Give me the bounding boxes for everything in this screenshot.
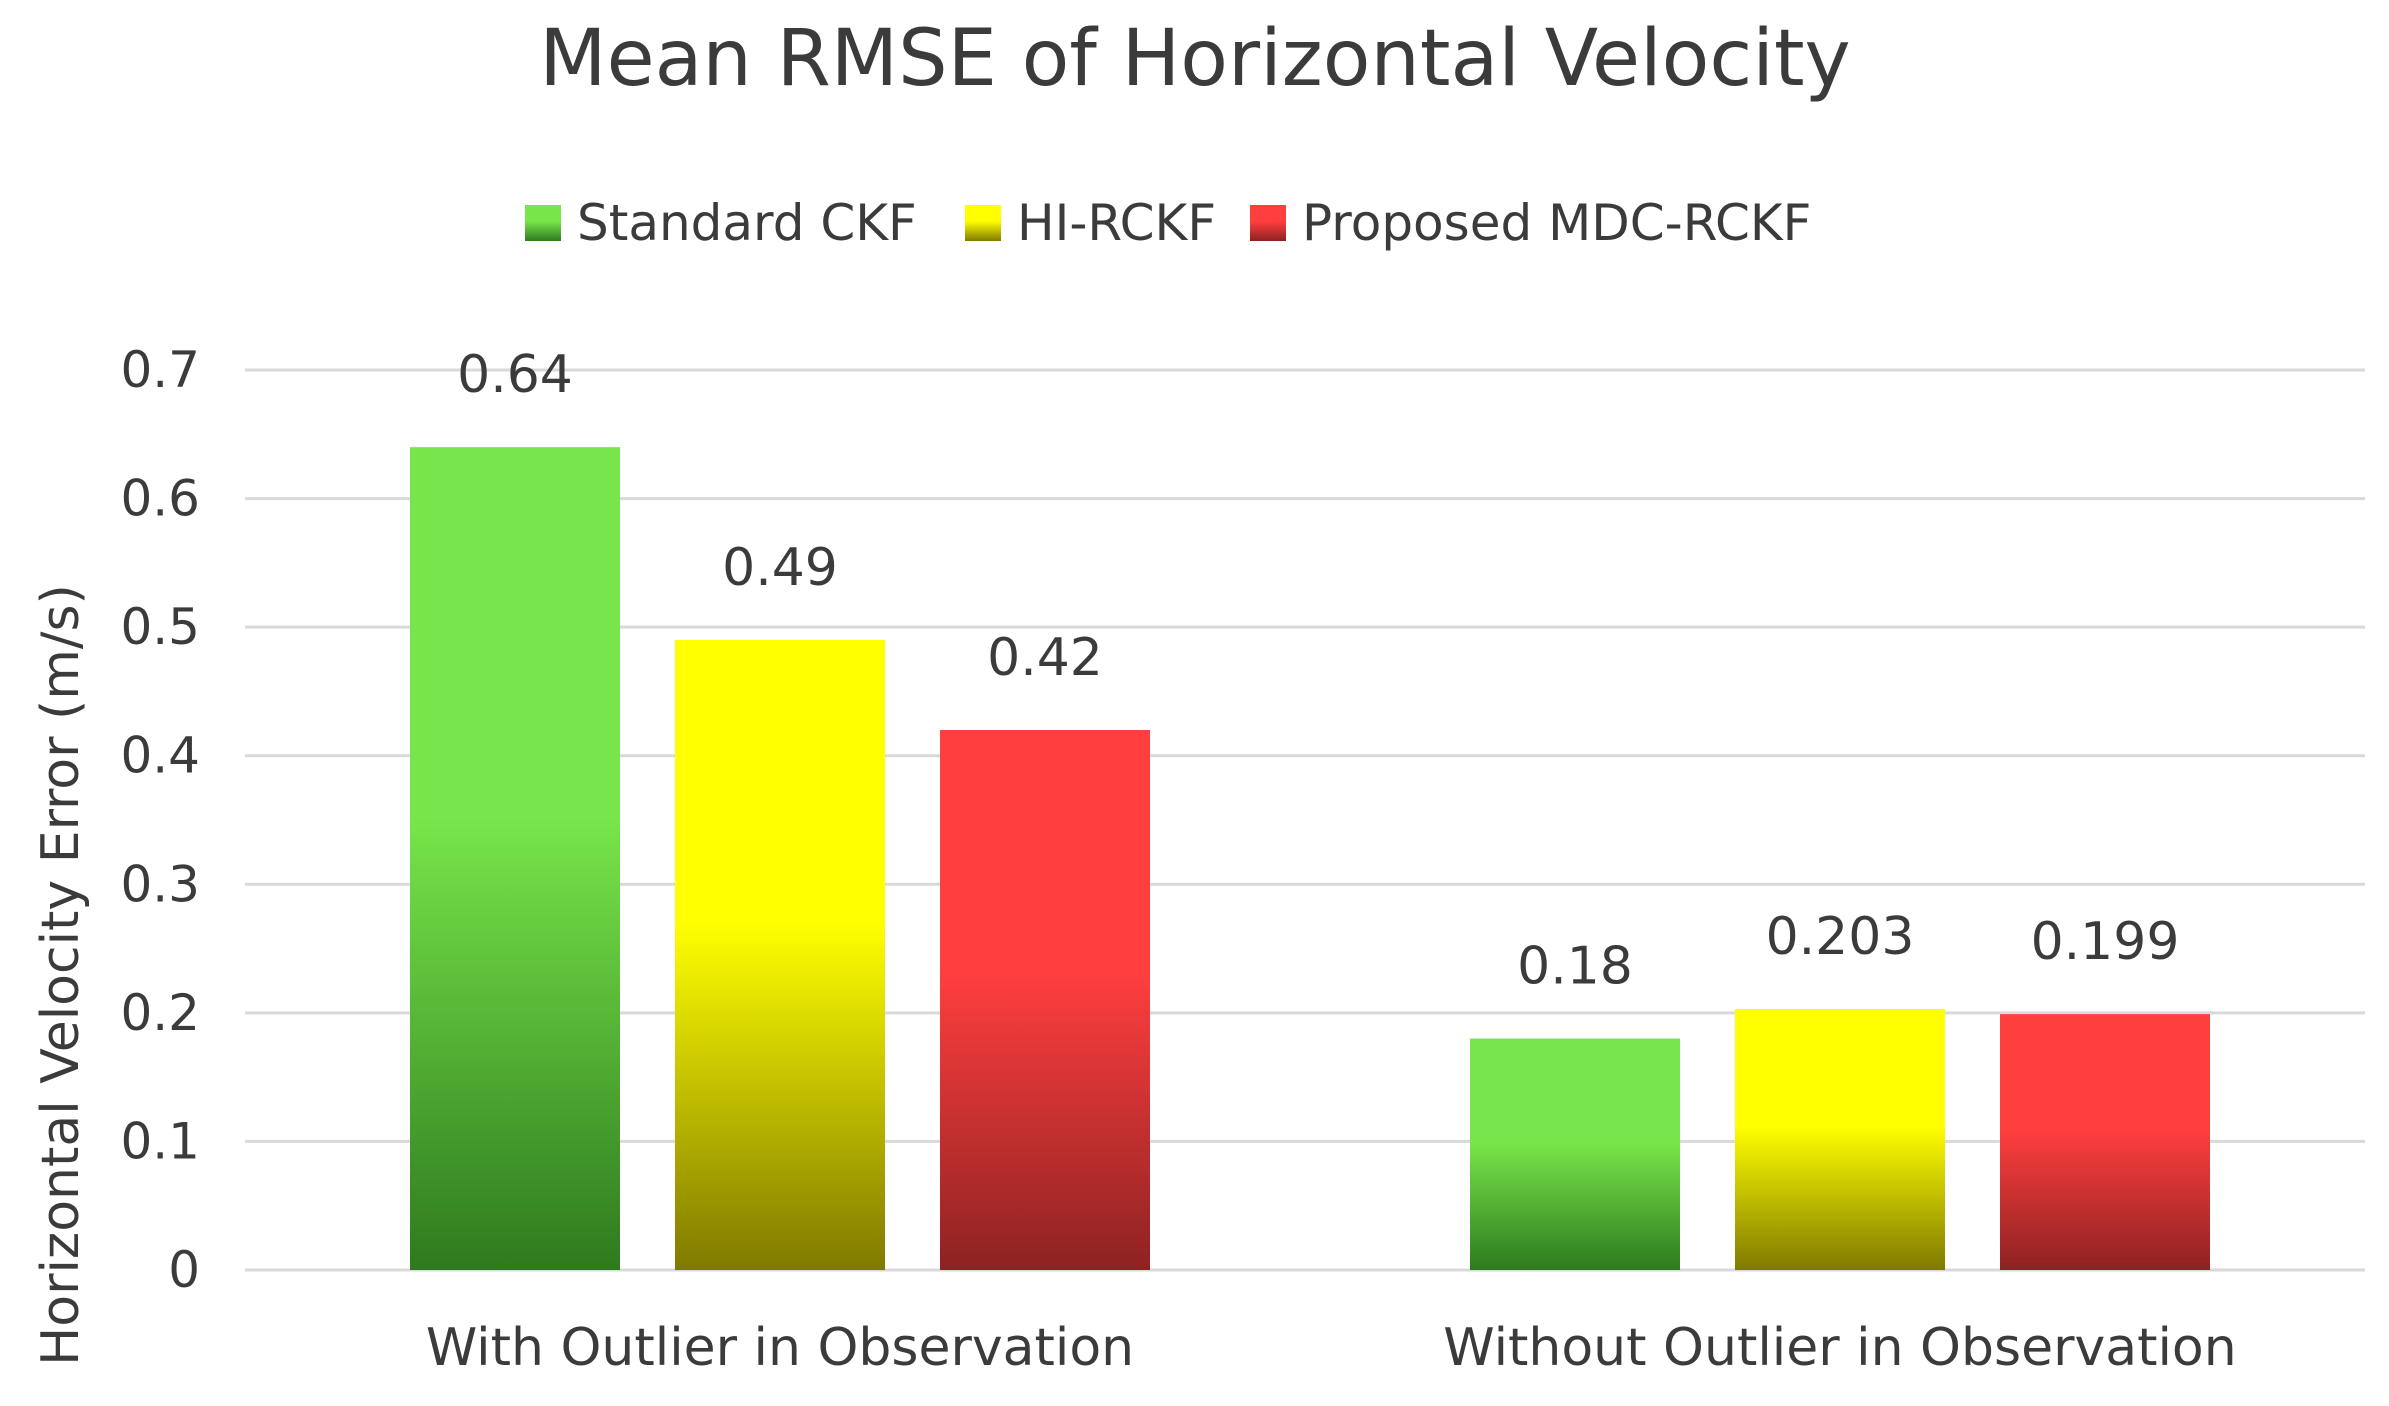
data-label: 0.199	[2031, 912, 2180, 972]
bars	[410, 447, 2210, 1271]
chart-title: Mean RMSE of Horizontal Velocity	[539, 14, 1850, 104]
y-tick-label: 0.5	[120, 598, 200, 656]
y-tick-label: 0	[168, 1241, 200, 1299]
y-axis-title: Horizontal Velocity Error (m/s)	[31, 584, 91, 1366]
x-category-label: Without Outlier in Observation	[1443, 1318, 2236, 1378]
legend-swatch-3	[1250, 205, 1286, 241]
y-axis-ticks: 0 0.1 0.2 0.3 0.4 0.5 0.6 0.7	[120, 341, 200, 1299]
bar-3-category-2	[2000, 1014, 2210, 1270]
y-tick-label: 0.7	[120, 341, 200, 399]
bar-1-category-2	[1470, 1038, 1680, 1270]
y-tick-label: 0.2	[120, 984, 200, 1042]
x-category-label: With Outlier in Observation	[426, 1318, 1134, 1378]
legend-label-1: Standard CKF	[577, 194, 917, 252]
legend-swatch-2	[965, 205, 1001, 241]
legend-label-2: HI-RCKF	[1017, 194, 1216, 252]
data-label: 0.18	[1517, 937, 1633, 997]
bar-2-category-2	[1735, 1009, 1945, 1270]
y-tick-label: 0.4	[120, 727, 200, 785]
bar-3-category-1	[940, 730, 1150, 1270]
data-labels: 0.64 0.49 0.42 0.18 0.203 0.199	[457, 345, 2179, 996]
data-label: 0.42	[987, 628, 1103, 688]
y-tick-label: 0.3	[120, 855, 200, 913]
y-tick-label: 0.1	[120, 1112, 200, 1170]
legend-swatch-1	[525, 205, 561, 241]
y-tick-label: 0.6	[120, 470, 200, 528]
data-label: 0.49	[722, 538, 838, 598]
data-label: 0.203	[1766, 907, 1915, 967]
category-labels: With Outlier in Observation Without Outli…	[426, 1318, 2237, 1378]
bar-1-category-1	[410, 447, 620, 1271]
legend-label-3: Proposed MDC-RCKF	[1302, 194, 1811, 252]
bar-2-category-1	[675, 640, 885, 1270]
data-label: 0.64	[457, 345, 573, 405]
legend: Standard CKF HI-RCKF Proposed MDC-RCKF	[525, 194, 1811, 252]
